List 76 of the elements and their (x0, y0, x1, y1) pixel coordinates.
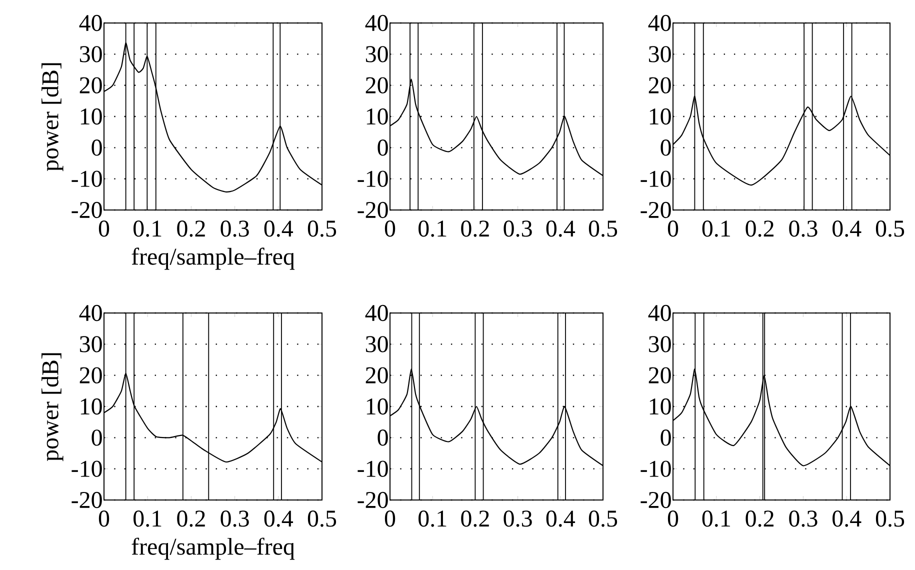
y-tick-label: 20 (366, 77, 388, 94)
y-tick-label: 10 (366, 108, 388, 125)
y-tick-label: 40 (365, 304, 388, 322)
y-tick-label: 0 (660, 430, 671, 446)
y-tick-label: 30 (80, 336, 102, 352)
x-tick-label: 0.4 (546, 510, 576, 527)
x-tick-label: 0.2 (461, 220, 489, 237)
y-tick-label: 0 (92, 430, 102, 446)
y-tick-label: 0 (378, 430, 388, 446)
y-tick-label: -10 (640, 460, 671, 477)
y-tick-label: 30 (648, 336, 671, 352)
x-tick-label: 0.4 (264, 510, 294, 527)
y-tick-label: 20 (80, 77, 102, 94)
x-tick-label: 0.3 (220, 510, 249, 527)
x-tick-label: 0.1 (134, 510, 162, 527)
x-tick-label: 0.2 (746, 510, 774, 527)
x-tick-label: 0.3 (504, 220, 532, 237)
y-tick-label: 0 (92, 140, 102, 156)
x-tick-label: 0.3 (504, 510, 532, 527)
x-tick-label: 0.3 (789, 220, 818, 237)
y-tick-label: 10 (80, 398, 102, 415)
y-tick-label: 40 (648, 14, 671, 32)
y-tick-label: 20 (80, 367, 102, 384)
y-tick-label: 10 (650, 108, 671, 125)
y-tick-label: 30 (366, 46, 388, 62)
y-tick-label: -10 (640, 170, 671, 187)
y-tick-label: 0 (660, 140, 671, 156)
y-tick-label: -20 (640, 492, 671, 508)
x-tick-label: 0.4 (832, 220, 862, 237)
x-tick-label: 0.2 (177, 510, 205, 527)
x-tick-label: 0.1 (418, 220, 446, 237)
y-tick-label: 30 (366, 336, 388, 352)
y-tick-label: 0 (378, 140, 388, 156)
y-tick-label: -10 (358, 460, 388, 477)
y-tick-label: -10 (72, 460, 102, 477)
y-tick-label: 10 (366, 398, 388, 415)
x-tick-label: 0.1 (702, 220, 730, 237)
y-tick-label: 30 (80, 46, 102, 62)
x-tick-label: 0.4 (832, 510, 862, 527)
y-tick-label: 20 (648, 367, 671, 384)
y-tick-label: 30 (648, 46, 671, 62)
y-axis-title: power [dB] (42, 353, 64, 462)
x-tick-label: 0.5 (876, 220, 904, 237)
y-tick-label: 20 (648, 77, 671, 94)
x-tick-label: 0.3 (220, 220, 249, 237)
x-tick-label: 0.4 (264, 220, 294, 237)
x-axis-title: freq/sample–freq (132, 248, 295, 270)
x-tick-label: 0.5 (588, 220, 618, 237)
x-tick-label: 0.2 (177, 220, 205, 237)
y-tick-label: -20 (358, 202, 388, 218)
y-tick-label: 20 (366, 367, 388, 384)
x-tick-label: 0.2 (746, 220, 774, 237)
y-tick-label: 40 (365, 14, 388, 32)
y-tick-label: -20 (72, 492, 102, 508)
x-tick-label: 0.5 (308, 510, 336, 527)
x-tick-label: 0.1 (134, 220, 162, 237)
x-tick-label: 0.5 (876, 510, 904, 527)
x-axis-title: freq/sample–freq (132, 538, 295, 560)
x-tick-label: 0.5 (588, 510, 618, 527)
x-tick-label: 0.2 (461, 510, 489, 527)
y-tick-label: -20 (72, 202, 102, 218)
x-tick-label: 0.5 (308, 220, 336, 237)
y-tick-label: -20 (358, 492, 388, 508)
x-tick-label: 0.1 (418, 510, 446, 527)
y-tick-label: 40 (79, 14, 102, 32)
x-tick-label: 0.4 (546, 220, 576, 237)
x-tick-label: 0.1 (702, 510, 730, 527)
x-tick-label: 0.3 (789, 510, 818, 527)
y-tick-label: 10 (650, 398, 671, 415)
y-tick-label: -10 (72, 170, 102, 187)
y-axis-title: power [dB] (42, 63, 64, 172)
y-tick-label: 40 (648, 304, 671, 322)
y-tick-label: -20 (640, 202, 671, 218)
y-tick-label: -10 (358, 170, 388, 187)
y-tick-label: 40 (79, 304, 102, 322)
y-tick-label: 10 (80, 108, 102, 125)
